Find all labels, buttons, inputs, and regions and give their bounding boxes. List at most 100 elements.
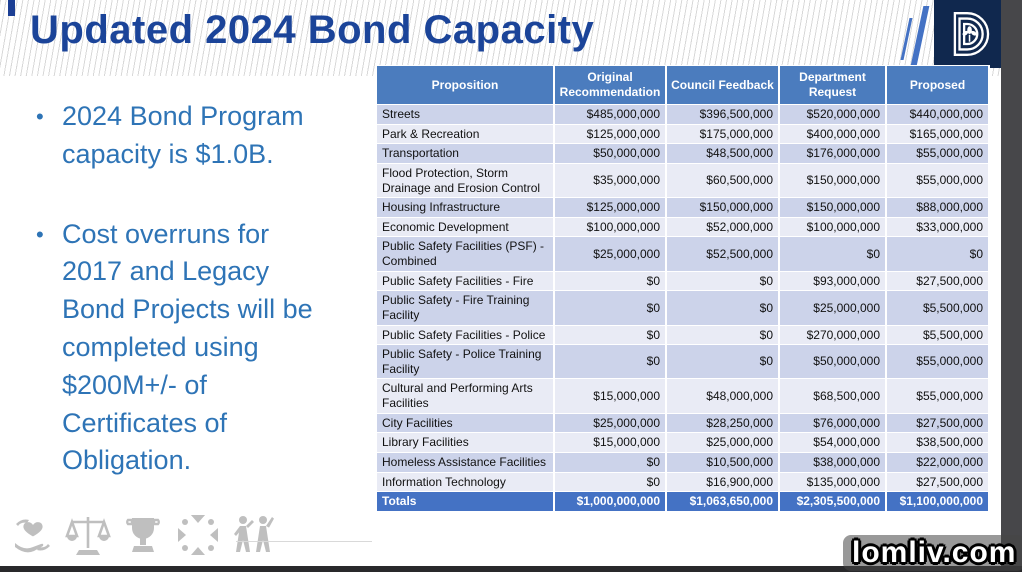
bullet-text: Cost overruns for 2017 and Legacy Bond P… <box>62 218 313 476</box>
table-row: Public Safety - Fire Training Facility $0… <box>375 290 990 326</box>
bond-table-body: Streets $485,000,000 $396,500,000 $520,000,… <box>375 104 990 493</box>
footer-divider-line <box>236 541 372 542</box>
value-cell: $15,000,000 <box>553 432 667 453</box>
city-values-icons <box>10 512 276 558</box>
corner-accent-bar <box>8 0 15 16</box>
value-cell: $0 <box>778 236 887 272</box>
bond-capacity-table: Proposition Original Recommendation Coun… <box>375 65 990 512</box>
value-cell: $100,000,000 <box>778 216 887 238</box>
proposition-cell: Public Safety Facilities (PSF) - Combine… <box>375 236 555 272</box>
bullet-marker: • <box>36 104 44 129</box>
people-icon <box>234 516 274 552</box>
value-cell: $0 <box>553 290 667 326</box>
bullet-list: • 2024 Bond Program capacity is $1.0B. •… <box>36 98 336 522</box>
value-cell: $150,000,000 <box>778 162 887 199</box>
value-cell: $0 <box>665 290 780 326</box>
proposition-cell: Public Safety - Police Training Facility <box>375 344 555 380</box>
bullet-item: • 2024 Bond Program capacity is $1.0B. <box>36 98 336 174</box>
value-cell: $55,000,000 <box>885 378 990 414</box>
value-cell: $150,000,000 <box>778 197 887 218</box>
value-cell: $0 <box>885 236 990 272</box>
value-cell: $93,000,000 <box>778 270 887 292</box>
value-cell: $100,000,000 <box>553 216 667 238</box>
value-cell: $150,000,000 <box>665 197 780 218</box>
value-cell: $0 <box>553 471 667 493</box>
value-cell: $27,500,000 <box>885 270 990 292</box>
totals-value: $2,305,500,000 <box>778 491 887 512</box>
value-cell: $55,000,000 <box>885 143 990 164</box>
table-row: Public Safety Facilities - Fire $0 $0 $93,0… <box>375 270 990 292</box>
table-row: Public Safety Facilities (PSF) - Combine… <box>375 236 990 272</box>
value-cell: $25,000,000 <box>553 412 667 434</box>
value-cell: $520,000,000 <box>778 104 887 125</box>
table-row: Housing Infrastructure $125,000,000 $150,0… <box>375 197 990 218</box>
table-row: Cultural and Performing Arts Facilities $… <box>375 378 990 414</box>
proposition-cell: City Facilities <box>375 412 555 434</box>
value-cell: $38,000,000 <box>778 451 887 473</box>
value-cell: $0 <box>665 344 780 380</box>
proposition-cell: Transportation <box>375 143 555 164</box>
totals-label: Totals <box>375 491 555 512</box>
value-cell: $52,000,000 <box>665 216 780 238</box>
table-row: Transportation $50,000,000 $48,500,000 $176… <box>375 143 990 164</box>
value-cell: $125,000,000 <box>553 123 667 145</box>
value-cell: $88,000,000 <box>885 197 990 218</box>
value-cell: $50,000,000 <box>778 344 887 380</box>
proposition-cell: Library Facilities <box>375 432 555 453</box>
totals-value: $1,000,000,000 <box>553 491 667 512</box>
totals-row: Totals $1,000,000,000 $1,063,650,000 $2,… <box>375 491 990 512</box>
value-cell: $396,500,000 <box>665 104 780 125</box>
dallas-d-icon <box>953 12 990 56</box>
proposition-cell: Public Safety - Fire Training Facility <box>375 290 555 326</box>
value-cell: $5,500,000 <box>885 290 990 326</box>
value-cell: $400,000,000 <box>778 123 887 145</box>
proposition-cell: Public Safety Facilities - Fire <box>375 270 555 292</box>
value-cell: $165,000,000 <box>885 123 990 145</box>
value-cell: $48,500,000 <box>665 143 780 164</box>
value-cell: $0 <box>553 270 667 292</box>
value-cell: $38,500,000 <box>885 432 990 453</box>
proposition-cell: Flood Protection, Storm Drainage and Ero… <box>375 162 555 199</box>
column-header: Department Request <box>778 65 887 105</box>
proposition-cell: Cultural and Performing Arts Facilities <box>375 378 555 414</box>
value-cell: $25,000,000 <box>665 432 780 453</box>
proposition-cell: Park & Recreation <box>375 123 555 145</box>
page-title: Updated 2024 Bond Capacity <box>30 8 595 52</box>
value-cell: $33,000,000 <box>885 216 990 238</box>
proposition-cell: Information Technology <box>375 471 555 493</box>
scales-icon <box>65 517 111 555</box>
value-cell: $27,500,000 <box>885 471 990 493</box>
proposition-cell: Housing Infrastructure <box>375 197 555 218</box>
value-cell: $485,000,000 <box>553 104 667 125</box>
screen-edge-bottom <box>0 566 1022 572</box>
value-cell: $35,000,000 <box>553 162 667 199</box>
value-cell: $76,000,000 <box>778 412 887 434</box>
table-row: Economic Development $100,000,000 $52,000,… <box>375 216 990 238</box>
value-cell: $125,000,000 <box>553 197 667 218</box>
watermark: lomliv.com <box>843 535 1022 571</box>
proposition-cell: Economic Development <box>375 216 555 238</box>
value-cell: $55,000,000 <box>885 344 990 380</box>
proposition-cell: Public Safety Facilities - Police <box>375 324 555 346</box>
proposition-cell: Streets <box>375 104 555 125</box>
hands-heart-icon <box>15 519 50 553</box>
table-row: Homeless Assistance Facilities $0 $10,500,… <box>375 451 990 473</box>
value-cell: $60,500,000 <box>665 162 780 199</box>
proposition-cell: Homeless Assistance Facilities <box>375 451 555 473</box>
value-cell: $10,500,000 <box>665 451 780 473</box>
column-header: Proposition <box>375 65 555 105</box>
column-header: Original Recommendation <box>553 65 667 105</box>
table-row: Public Safety Facilities - Police $0 $0 $27… <box>375 324 990 346</box>
value-cell: $68,500,000 <box>778 378 887 414</box>
value-cell: $0 <box>553 451 667 473</box>
table-row: Public Safety - Police Training Facility… <box>375 344 990 380</box>
totals-value: $1,063,650,000 <box>665 491 780 512</box>
value-cell: $52,500,000 <box>665 236 780 272</box>
value-cell: $0 <box>665 324 780 346</box>
value-cell: $175,000,000 <box>665 123 780 145</box>
city-of-dallas-logo <box>934 0 1002 68</box>
value-cell: $54,000,000 <box>778 432 887 453</box>
value-cell: $22,000,000 <box>885 451 990 473</box>
value-cell: $0 <box>553 324 667 346</box>
